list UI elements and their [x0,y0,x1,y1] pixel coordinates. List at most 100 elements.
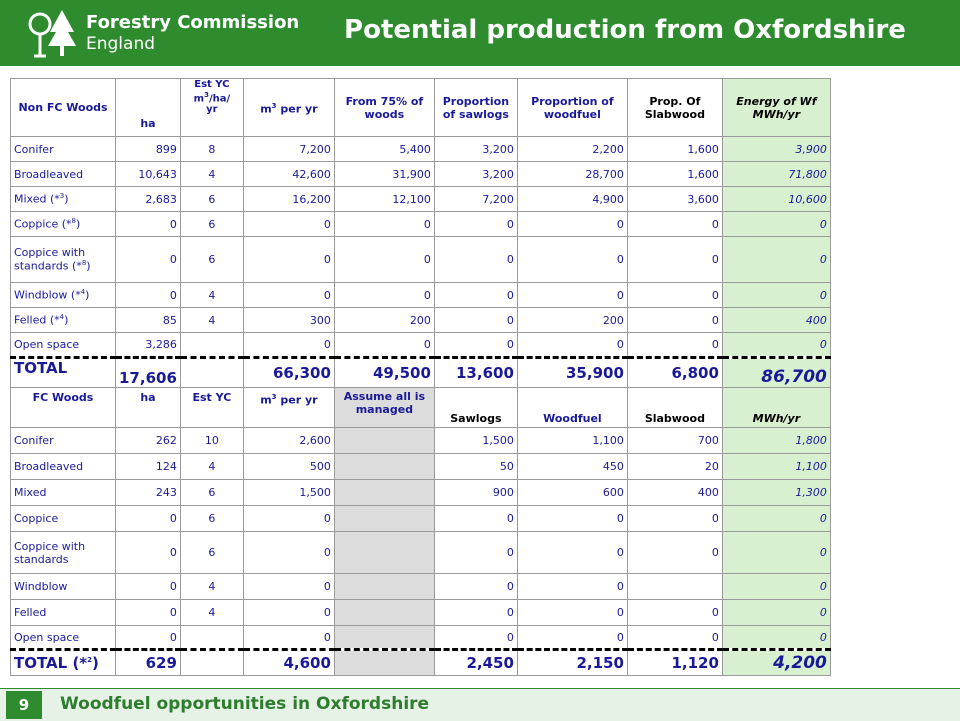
cell-ha: 0 [115,236,181,283]
header-assume-managed: Assume all is managed [333,387,435,428]
total-slabwood: 6,800 [626,356,723,388]
header-fc-est-yc: Est YC [179,387,244,428]
cell-yc: 6 [179,505,244,532]
cell-woodfuel: 0 [516,282,628,308]
header-fc-m3-m: m [260,393,272,407]
cell-sawlogs: 0 [433,505,518,532]
header-est-yc-label: Est YC [194,79,230,91]
header-m3-sup: 3 [271,101,277,110]
cell-woodfuel: 0 [516,573,628,600]
cell-slabwood: 0 [626,307,723,333]
fc-total-label-sup: 2 [87,656,93,664]
row-label-text: Mixed (* [14,192,60,206]
cell-slabwood: 1,600 [626,136,723,162]
cell-energy: 0 [721,332,831,358]
table-row: Mixed (*3) 2,683 6 16,200 12,100 7,200 4,900 3,… [10,186,831,212]
cell-slabwood: 0 [626,625,723,650]
cell-from-75: 0 [333,211,435,237]
cell-managed [333,479,435,506]
cell-m3: 0 [242,531,335,574]
cell-from-75: 0 [333,236,435,283]
cell-sawlogs: 1,500 [433,427,518,454]
row-label: Felled [10,599,116,626]
table-row: Open space 0 0 0 0 0 0 [10,625,831,650]
cell-m3: 2,600 [242,427,335,454]
table-row: Felled 0 4 0 0 0 0 0 [10,599,831,626]
page-number: 9 [6,691,42,719]
footer-title: Woodfuel opportunities in Oxfordshire [60,694,430,714]
non-fc-total-row: TOTAL 17,606 66,300 49,500 13,600 35,900… [10,356,831,388]
row-label-close: ) [76,217,81,231]
table-row: Mixed 243 6 1,500 900 600 400 1,300 [10,479,831,506]
cell-from-75: 0 [333,332,435,358]
header-fc-woodfuel: Woodfuel [516,387,628,428]
cell-yc [179,625,244,650]
row-label: Broadleaved [10,161,116,187]
row-label: Coppice [10,505,116,532]
cell-yc: 4 [179,161,244,187]
cell-ha: 0 [115,625,181,650]
row-label: Felled (*4) [10,307,116,333]
cell-woodfuel: 4,900 [516,186,628,212]
cell-slabwood [626,573,723,600]
cell-sawlogs: 0 [433,573,518,600]
tree-icon [28,10,76,58]
cell-slabwood: 0 [626,531,723,574]
table-row: Coppice with standards 0 6 0 0 0 0 0 [10,531,831,574]
cell-energy: 1,800 [721,427,831,454]
total-m3: 66,300 [242,356,335,388]
cell-m3: 500 [242,453,335,480]
fc-total-ha: 629 [115,648,181,676]
cell-woodfuel: 0 [516,332,628,358]
header-est-yc-sup: 3 [204,91,209,99]
cell-sawlogs: 0 [433,282,518,308]
cell-m3: 0 [242,573,335,600]
cell-yc: 4 [179,599,244,626]
cell-sawlogs: 7,200 [433,186,518,212]
cell-managed [333,625,435,650]
fc-total-m3: 4,600 [242,648,335,676]
cell-managed [333,453,435,480]
cell-woodfuel: 200 [516,307,628,333]
cell-m3: 0 [242,236,335,283]
cell-slabwood: 0 [626,505,723,532]
row-label: Open space [10,625,116,650]
cell-energy: 0 [721,625,831,650]
header-est-yc-yr: yr [206,104,218,116]
header-from-75: From 75% of woods [333,78,435,137]
cell-slabwood: 0 [626,599,723,626]
cell-slabwood: 0 [626,236,723,283]
table-row: Windblow 0 4 0 0 0 0 [10,573,831,600]
cell-m3: 0 [242,625,335,650]
cell-woodfuel: 2,200 [516,136,628,162]
cell-ha: 3,286 [115,332,181,358]
row-label-text: Coppice with standards (* [14,246,86,273]
cell-slabwood: 0 [626,211,723,237]
cell-slabwood: 3,600 [626,186,723,212]
row-label: Mixed [10,479,116,506]
cell-managed [333,599,435,626]
forestry-commission-logo: Forestry Commission England [26,8,299,62]
cell-woodfuel: 1,100 [516,427,628,454]
row-label: Conifer [10,427,116,454]
cell-m3: 0 [242,282,335,308]
non-fc-header-row: Non FC Woods ha Est YC m3/ha/ yr m3 per … [10,78,831,137]
header-fc-sawlogs: Sawlogs [433,387,518,428]
cell-energy: 0 [721,282,831,308]
row-label-note: 4 [59,313,65,322]
table-row: Broadleaved 124 4 500 50 450 20 1,100 [10,453,831,480]
cell-slabwood: 1,600 [626,161,723,187]
header-fc-slabwood: Slabwood [626,387,723,428]
cell-ha: 0 [115,599,181,626]
cell-slabwood: 700 [626,427,723,454]
cell-yc: 6 [179,211,244,237]
table-row: Windblow (*4) 0 4 0 0 0 0 0 0 [10,282,831,308]
fc-total-row: TOTAL (*2) 629 4,600 2,450 2,150 1,120 4… [10,648,831,676]
table-row: Felled (*4) 85 4 300 200 0 200 0 400 [10,307,831,333]
header-est-yc-unit: /ha/ [208,93,231,105]
cell-yc [179,332,244,358]
cell-sawlogs: 3,200 [433,161,518,187]
row-label-note: 8 [81,259,87,268]
row-label: Coppice with standards [10,531,116,574]
row-label: Windblow [10,573,116,600]
